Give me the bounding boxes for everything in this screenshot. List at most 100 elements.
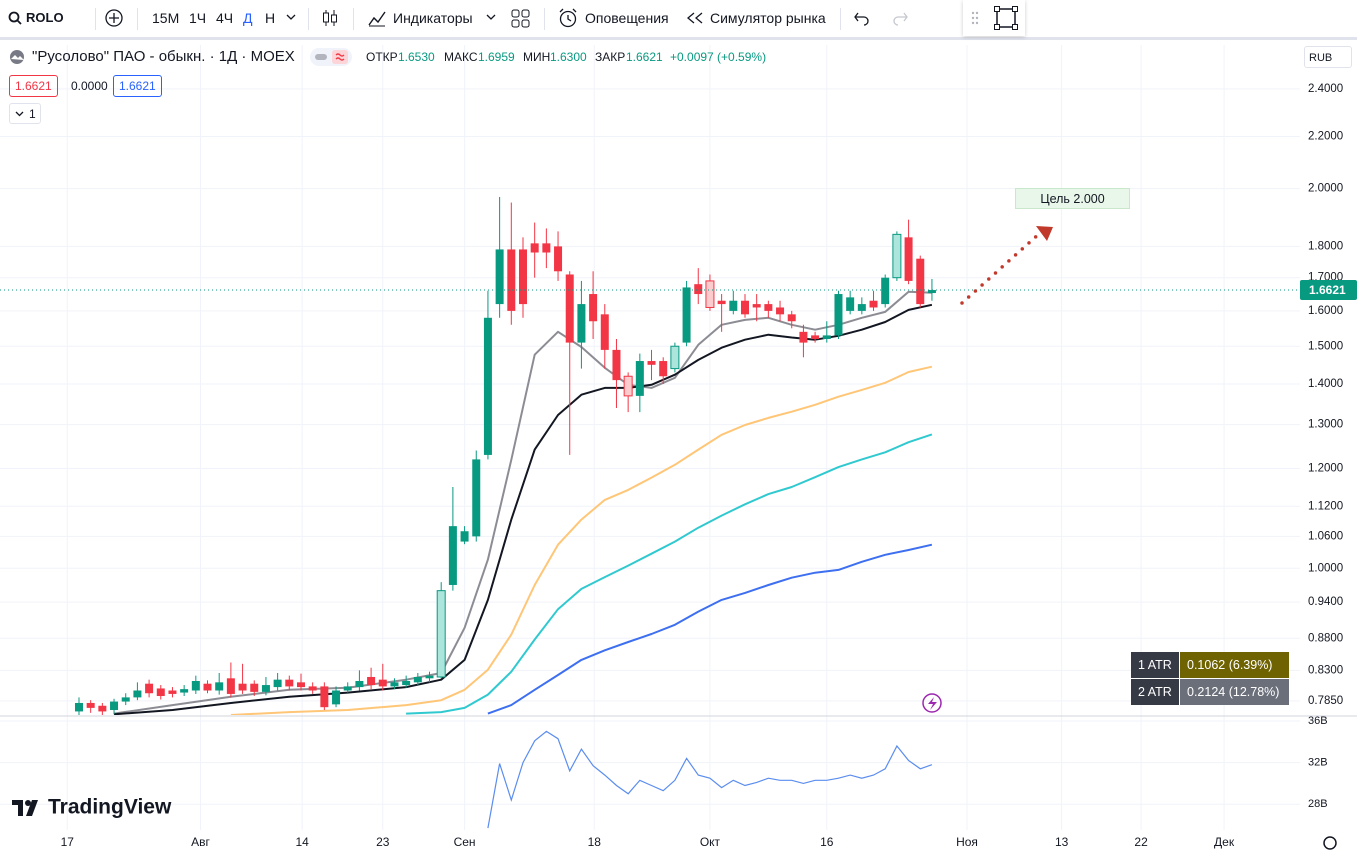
candle-body: [846, 297, 855, 311]
interval[interactable]: Н: [265, 10, 276, 26]
interval-active[interactable]: Д: [243, 10, 253, 26]
bid[interactable]: 1.6621: [9, 75, 58, 97]
spread: 0.0000: [71, 79, 108, 93]
target-annotation[interactable]: Цель 2.000: [1015, 188, 1130, 209]
replay-button[interactable]: Симулятор рынка: [710, 10, 826, 26]
logo: TradingView: [12, 796, 172, 819]
y-tick-label: 36B: [1308, 715, 1328, 727]
moving-average: [113, 290, 932, 715]
compare-icon[interactable]: [104, 8, 124, 28]
candle-body: [250, 683, 259, 692]
status-badge-icons: [315, 50, 348, 64]
search-icon[interactable]: [8, 11, 22, 25]
moving-average: [230, 365, 933, 715]
x-tick-label: 22: [1134, 835, 1148, 849]
candle-body: [717, 300, 726, 305]
candle-body: [296, 682, 305, 688]
layouts-icon[interactable]: [511, 9, 530, 28]
candle-body: [238, 683, 247, 691]
candle-body: [752, 304, 761, 308]
candle-body: [612, 349, 621, 381]
candle-body: [904, 237, 913, 281]
chevron[interactable]: [486, 14, 496, 22]
symbol-title: "Русолово" ПАО - обыкн. · 1Д · MOEX: [32, 48, 295, 65]
candle-body: [133, 690, 142, 698]
moving-average: [406, 433, 933, 715]
y-tick-label: 2.2000: [1308, 131, 1343, 143]
candle-body: [308, 686, 317, 691]
candle-body: [261, 685, 270, 692]
y-tick-label: 0.8300: [1308, 664, 1343, 676]
replay-icon[interactable]: [686, 12, 704, 24]
candle-body: [530, 243, 539, 253]
brand: TradingView: [48, 796, 172, 819]
chart-type-icon[interactable]: [321, 8, 339, 28]
indicators-icon[interactable]: [367, 8, 387, 28]
interval[interactable]: 15M: [152, 10, 180, 26]
candle-body: [110, 701, 119, 711]
last-price-box: [1300, 280, 1357, 301]
y-tick-label: 1.0000: [1308, 562, 1343, 574]
interval[interactable]: 1Ч: [189, 10, 207, 26]
ohlc-label: МИН: [523, 50, 551, 64]
x-tick-label: Окт: [700, 835, 721, 849]
ohlc-value: 1.6621: [626, 50, 663, 64]
candle-body: [425, 675, 434, 679]
target-arrow: [960, 231, 1042, 305]
logo-mark: [12, 800, 38, 816]
candle-body: [799, 331, 808, 343]
settings-icon[interactable]: [1323, 836, 1337, 850]
toolbar: ROLO 15M 1Ч 4Ч Д Н Индикаторы Оповещения…: [0, 0, 1357, 40]
candle-body: [390, 682, 399, 687]
redo-icon[interactable]: [891, 10, 909, 26]
candle-body: [892, 233, 902, 279]
events-bolt: [928, 697, 937, 710]
chevron[interactable]: [286, 14, 296, 22]
y-tick-label: 1.0600: [1308, 530, 1343, 542]
separator: [137, 8, 138, 30]
interval[interactable]: 4Ч: [216, 10, 234, 26]
candle-body: [156, 688, 165, 697]
symbol[interactable]: ROLO: [26, 10, 64, 25]
ask[interactable]: 1.6621: [113, 75, 162, 97]
candle-body: [518, 249, 527, 305]
candle-body: [811, 335, 820, 339]
y-tick-label: 1.5000: [1308, 340, 1343, 352]
candle-body: [226, 678, 235, 694]
indicators-toggle[interactable]: 1: [9, 103, 41, 124]
ohlc-label: ОТКР: [366, 50, 398, 64]
x-tick-label: Авг: [191, 835, 210, 849]
y-tick-label: 1.3000: [1308, 419, 1343, 431]
candle-body: [121, 697, 130, 702]
indicators-button[interactable]: Индикаторы: [393, 10, 473, 26]
y-tick-label: 1.4000: [1308, 378, 1343, 390]
y-tick-label: 0.7850: [1308, 695, 1343, 707]
candle-body: [787, 314, 796, 322]
alerts-icon[interactable]: [557, 7, 579, 29]
candle-body: [916, 258, 925, 305]
candle-body: [320, 686, 329, 708]
candle-body: [168, 690, 177, 694]
x-tick-label: Дек: [1214, 835, 1235, 849]
ohlc-value: 1.6530: [398, 50, 435, 64]
target-arrow-head: [1036, 226, 1053, 241]
undo-icon[interactable]: [853, 10, 871, 26]
candle-body: [600, 314, 609, 350]
ohlc-value: 1.6959: [478, 50, 515, 64]
candle-body: [472, 459, 481, 537]
alerts-button[interactable]: Оповещения: [585, 10, 669, 26]
candle-body: [729, 300, 738, 311]
candle-body: [367, 676, 376, 686]
candle-body: [822, 335, 831, 339]
x-tick-label: Ноя: [956, 835, 978, 849]
x-tick-label: 16: [820, 835, 834, 849]
events-icon[interactable]: [922, 693, 942, 713]
drawing-toolbar-icons[interactable]: [963, 0, 1025, 36]
currency-select[interactable]: RUB: [1304, 46, 1352, 68]
y-tick-label: 32B: [1308, 757, 1328, 769]
drawing-toolbar: [963, 0, 1025, 36]
candle-body: [402, 680, 411, 686]
candle-body: [436, 590, 446, 678]
candle-body: [694, 284, 703, 295]
